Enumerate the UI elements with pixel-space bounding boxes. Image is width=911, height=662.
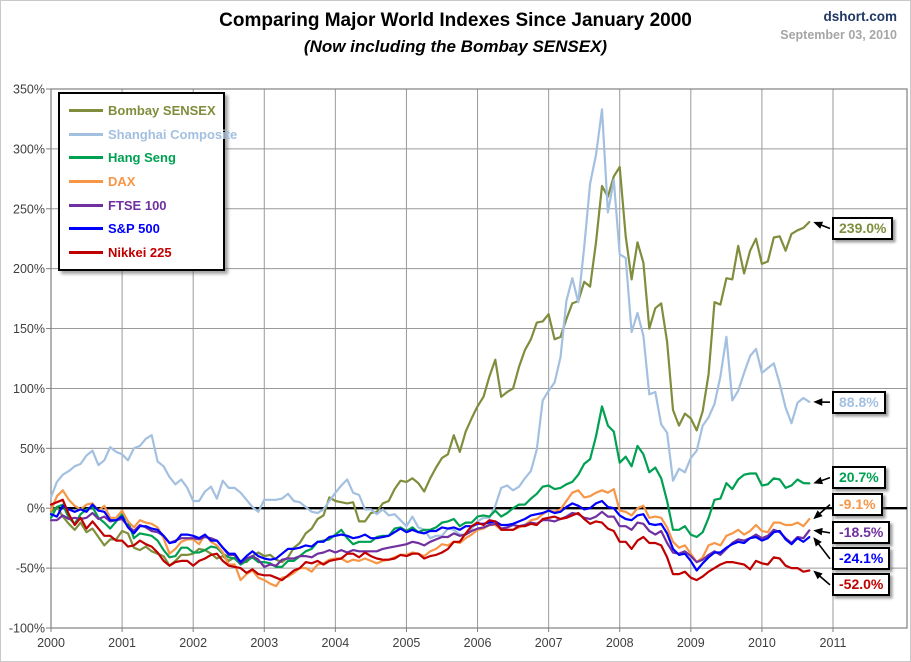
callout-arrow-line: [818, 504, 831, 515]
end-value-callout: 239.0%: [832, 217, 894, 241]
x-axis-label: 2001: [108, 636, 136, 650]
x-axis-label: 2010: [748, 636, 776, 650]
end-value-callout: 20.7%: [832, 466, 886, 490]
page-subtitle: (Now including the Bombay SENSEX): [303, 37, 608, 56]
end-value-callout: 88.8%: [832, 390, 886, 414]
series-line-nikkei-225: [49, 498, 811, 582]
legend-item: Shanghai Composite: [69, 123, 237, 147]
y-axis-label: 150%: [13, 322, 45, 336]
legend-label: Bombay SENSEX: [108, 103, 216, 119]
plot-border: [50, 88, 908, 629]
y-axis-label: 50%: [20, 442, 45, 456]
callout-arrow-line: [820, 476, 831, 482]
x-axis-label: 2007: [535, 636, 563, 650]
x-axis-label: 2000: [37, 636, 65, 650]
x-axis-label: 2011: [820, 636, 847, 650]
callout-arrowhead: [813, 221, 824, 229]
callout-arrowhead: [813, 537, 822, 547]
legend-item: Nikkei 225: [69, 241, 223, 265]
y-axis-label: -50%: [16, 562, 45, 576]
legend-item: DAX: [69, 170, 223, 194]
series-line-s-p-500: [49, 499, 811, 572]
legend-label: FTSE 100: [108, 197, 167, 213]
legend-label: Hang Seng: [108, 150, 176, 166]
callout-arrowhead: [813, 398, 823, 406]
legend: Bombay SENSEX Shanghai Composite Hang Seng…: [58, 92, 237, 272]
y-axis-label: 0%: [27, 502, 45, 516]
x-axis-label: 2009: [677, 636, 705, 650]
legend-item: Bombay SENSEX: [69, 99, 223, 123]
legend-item: S&P 500: [69, 217, 223, 241]
legend-swatch-line: [69, 180, 103, 184]
callout-arrow-line: [818, 575, 831, 586]
callout-arrowhead: [813, 476, 824, 485]
legend-swatch-line: [69, 109, 103, 113]
x-axis-label: 2006: [464, 636, 492, 650]
x-axis-label: 2008: [606, 636, 634, 650]
legend-item: FTSE 100: [69, 193, 223, 217]
end-value-callout: -24.1%: [832, 547, 891, 571]
callout-arrow-line: [820, 224, 831, 230]
legend-swatch-line: [69, 156, 103, 160]
end-value-callout: -9.1%: [832, 493, 883, 517]
date-label: September 03, 2010: [780, 28, 897, 42]
legend-item: Hang Seng: [69, 146, 223, 170]
y-axis-label: -100%: [9, 622, 45, 636]
callout-arrowhead: [813, 510, 823, 520]
y-axis-label: 250%: [13, 202, 45, 216]
callout-arrowhead: [813, 570, 823, 580]
x-axis-label: 2003: [250, 636, 278, 650]
page-title: Comparing Major World Indexes Since Janu…: [219, 10, 692, 31]
y-axis-label: 100%: [13, 382, 45, 396]
end-value-callout: -18.5%: [832, 521, 891, 545]
legend-swatch-line: [69, 227, 103, 231]
series-line-hang-seng: [49, 405, 811, 569]
legend-swatch-line: [69, 203, 103, 207]
callout-arrow-line: [817, 542, 831, 560]
legend-label: Nikkei 225: [108, 244, 172, 260]
legend-swatch-line: [69, 132, 103, 136]
callout-arrowhead: [813, 527, 823, 536]
series-line-dax: [49, 488, 811, 588]
x-axis-label: 2002: [179, 636, 207, 650]
legend-label: Shanghai Composite: [108, 126, 238, 142]
y-axis-label: 350%: [13, 83, 45, 97]
series-line-bombay-sensex: [49, 165, 811, 567]
y-axis-label: 300%: [13, 142, 45, 156]
x-axis-label: 2004: [321, 636, 349, 650]
y-axis-label: 200%: [13, 262, 45, 276]
x-axis-label: 2005: [393, 636, 421, 650]
legend-label: DAX: [108, 174, 136, 190]
source-link[interactable]: dshort.com: [823, 9, 897, 24]
end-value-callout: -52.0%: [832, 573, 891, 597]
legend-label: S&P 500: [108, 221, 160, 237]
callout-arrow-line: [821, 530, 831, 534]
legend-swatch-line: [69, 250, 103, 254]
series-line-shanghai-composite: [49, 108, 811, 540]
